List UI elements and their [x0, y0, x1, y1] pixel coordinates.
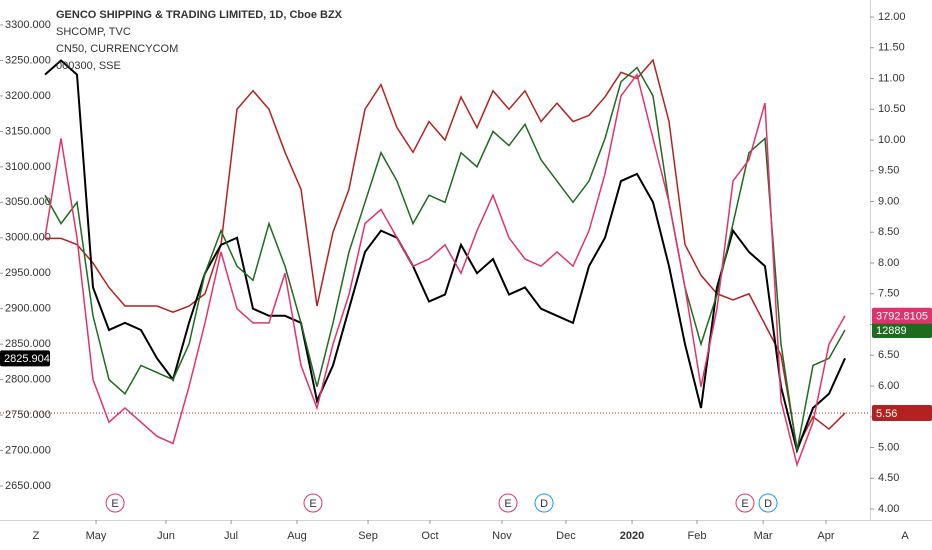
y-tick-label: 2900.000	[5, 303, 51, 315]
legend-entry: GENCO SHIPPING & TRADING LIMITED, 1D, Cb…	[56, 9, 343, 21]
y2-tick-label: 8.50	[878, 226, 899, 238]
y-tick-label: 2950.000	[5, 267, 51, 279]
x-tick-label: 2020	[620, 530, 644, 542]
y2-tick-label: 6.00	[878, 380, 899, 392]
y2-tick-label: 4.50	[878, 472, 899, 484]
y2-tick-label: 9.50	[878, 165, 899, 177]
corner-left: Z	[33, 530, 40, 542]
y2-tick-label: 9.00	[878, 195, 899, 207]
price-badge	[872, 321, 932, 338]
price-badge-label: 12889	[876, 325, 907, 337]
event-label: E	[111, 498, 118, 510]
x-tick-label: Aug	[287, 530, 307, 542]
legend-entry: 000300, SSE	[56, 60, 121, 72]
y2-tick-label: 8.00	[878, 257, 899, 269]
event-label: E	[741, 498, 748, 510]
price-badge-label: 5.56	[876, 408, 897, 420]
y-tick-label: 3050.000	[5, 196, 51, 208]
event-marker	[758, 493, 778, 513]
corner-right: A	[901, 530, 909, 542]
price-badge	[872, 405, 932, 422]
x-tick-label: May	[86, 530, 107, 542]
event-label: D	[764, 498, 772, 510]
x-tick-label: Jun	[157, 530, 175, 542]
event-label: D	[540, 498, 548, 510]
y2-tick-label: 10.00	[878, 134, 906, 146]
event-marker	[534, 493, 554, 513]
x-tick-label: Dec	[556, 530, 576, 542]
y2-tick-label: 11.50	[878, 42, 905, 54]
y2-tick-label: 12.00	[878, 11, 906, 23]
y-tick-label: 3100.000	[5, 161, 51, 173]
y-tick-label: 2800.000	[5, 374, 51, 386]
event-marker	[735, 493, 755, 513]
x-tick-label: Apr	[817, 530, 834, 542]
event-label: E	[309, 498, 316, 510]
y-tick-label: 2700.000	[5, 444, 51, 456]
y-tick-label: 2750.000	[5, 409, 51, 421]
y-tick-label: 3000.000	[5, 232, 51, 244]
legend-entry: SHCOMP, TVC	[56, 26, 131, 38]
series-line	[44, 59, 846, 454]
series-line	[44, 66, 846, 451]
x-tick-label: Feb	[688, 530, 707, 542]
event-label: E	[504, 498, 511, 510]
event-marker	[498, 493, 518, 513]
legend-entry: CN50, CURRENCYCOM	[56, 43, 178, 55]
x-tick-label: Mar	[754, 530, 773, 542]
x-tick-label: Sep	[358, 530, 378, 542]
price-badge-label: 2825.904	[4, 353, 50, 365]
y-tick-label: 2850.000	[5, 338, 51, 350]
y-tick-label: 3200.000	[5, 90, 51, 102]
y-tick-label: 2650.000	[5, 480, 51, 492]
y2-tick-label: 4.00	[878, 503, 899, 515]
y-tick-label: 3250.000	[5, 54, 51, 66]
price-badge	[872, 307, 932, 324]
event-marker	[303, 493, 323, 513]
series-line	[44, 72, 846, 468]
event-marker	[105, 493, 125, 513]
price-badge	[0, 350, 50, 367]
x-tick-label: Nov	[492, 530, 512, 542]
y-tick-label: 3150.000	[5, 125, 51, 137]
price-badge-label: 3792.8105	[876, 311, 928, 323]
y-tick-label: 3300.000	[5, 19, 51, 31]
y2-tick-label: 6.50	[878, 349, 899, 361]
x-tick-label: Jul	[224, 530, 238, 542]
y2-tick-label: 10.50	[878, 103, 906, 115]
y2-tick-label: 5.00	[878, 441, 899, 453]
y2-tick-label: 11.00	[878, 72, 905, 84]
series-line	[45, 58, 846, 450]
y2-tick-label: 7.50	[878, 288, 899, 300]
x-tick-label: Oct	[421, 530, 438, 542]
